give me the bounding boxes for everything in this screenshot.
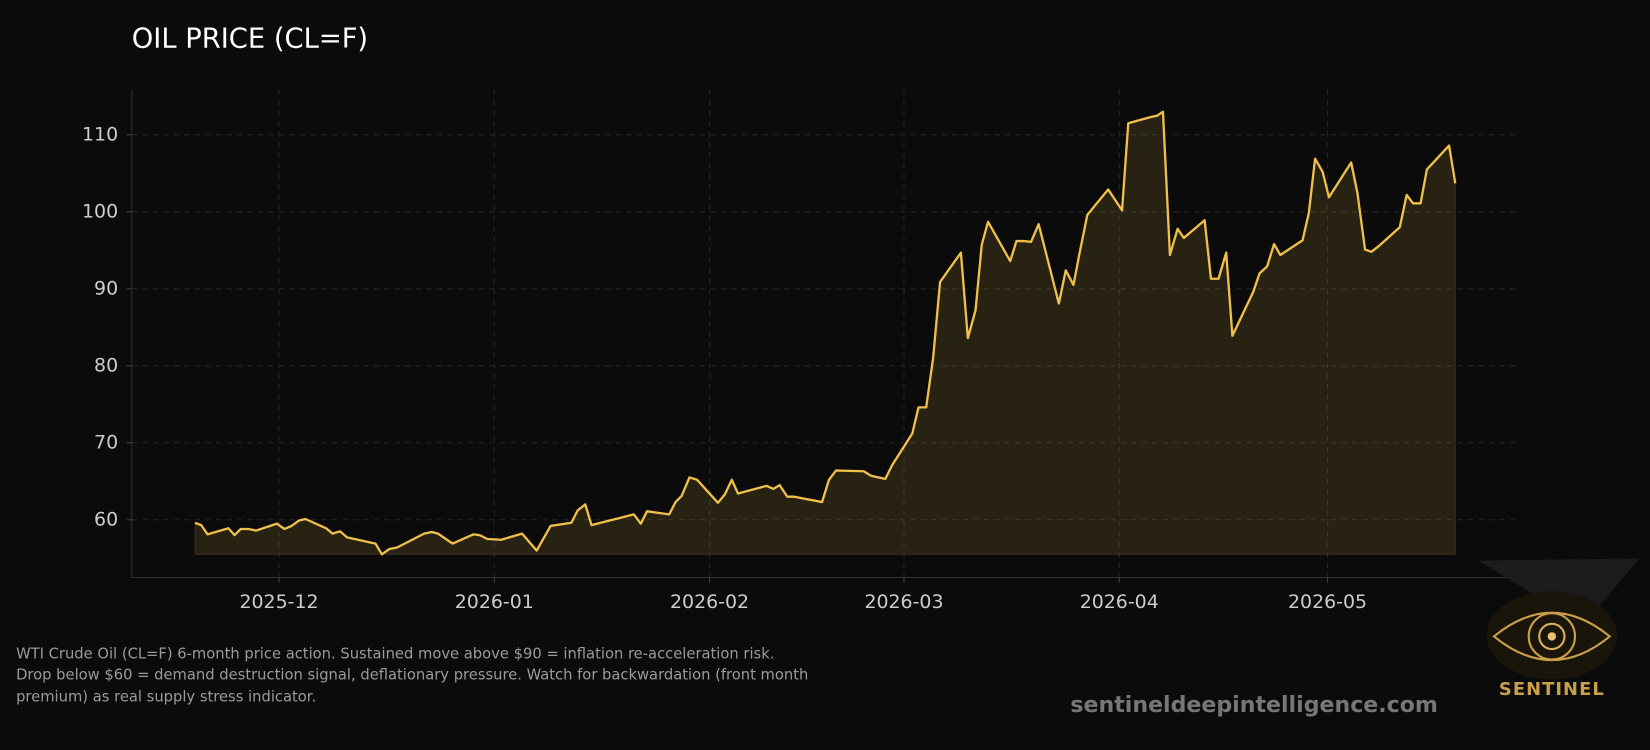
logo-eye [1492,611,1612,662]
x-tick-label: 2026-05 [1288,591,1367,613]
logo: SENTINEL [1478,558,1640,700]
x-tick-label: 2026-02 [670,591,749,613]
logo-pupil [1547,632,1557,641]
x-tick-label: 2026-03 [864,591,943,613]
price-line [194,110,1457,556]
y-tick-label: 80 [94,354,118,376]
y-tick-label: 90 [94,277,118,299]
note-line: WTI Crude Oil (CL=F) 6-month price actio… [16,645,774,662]
x-tick-label: 2026-01 [455,591,534,613]
y-tick-label: 110 [82,123,118,145]
logo-iris [1538,622,1566,651]
x-tick-label: 2026-04 [1080,591,1159,613]
y-tick-label: 70 [94,431,118,453]
x-tick-label: 2025-12 [239,591,318,613]
logo-text: SENTINEL [1499,679,1605,700]
note-line: premium) as real supply stress indicator… [16,688,316,705]
watermark: sentineldeepintelligence.com [1070,693,1438,718]
y-tick-label: 60 [94,508,118,530]
logo-iris [1527,612,1577,661]
plot-area: 60 70 80 90 100 110 2025-12 2026-01 2026-02 2026-… [82,89,1516,613]
note-line: Drop below $60 = demand destruction sign… [16,666,808,683]
chart-title: OIL PRICE (CL=F) [132,23,368,54]
y-tick-label: 100 [82,200,118,222]
